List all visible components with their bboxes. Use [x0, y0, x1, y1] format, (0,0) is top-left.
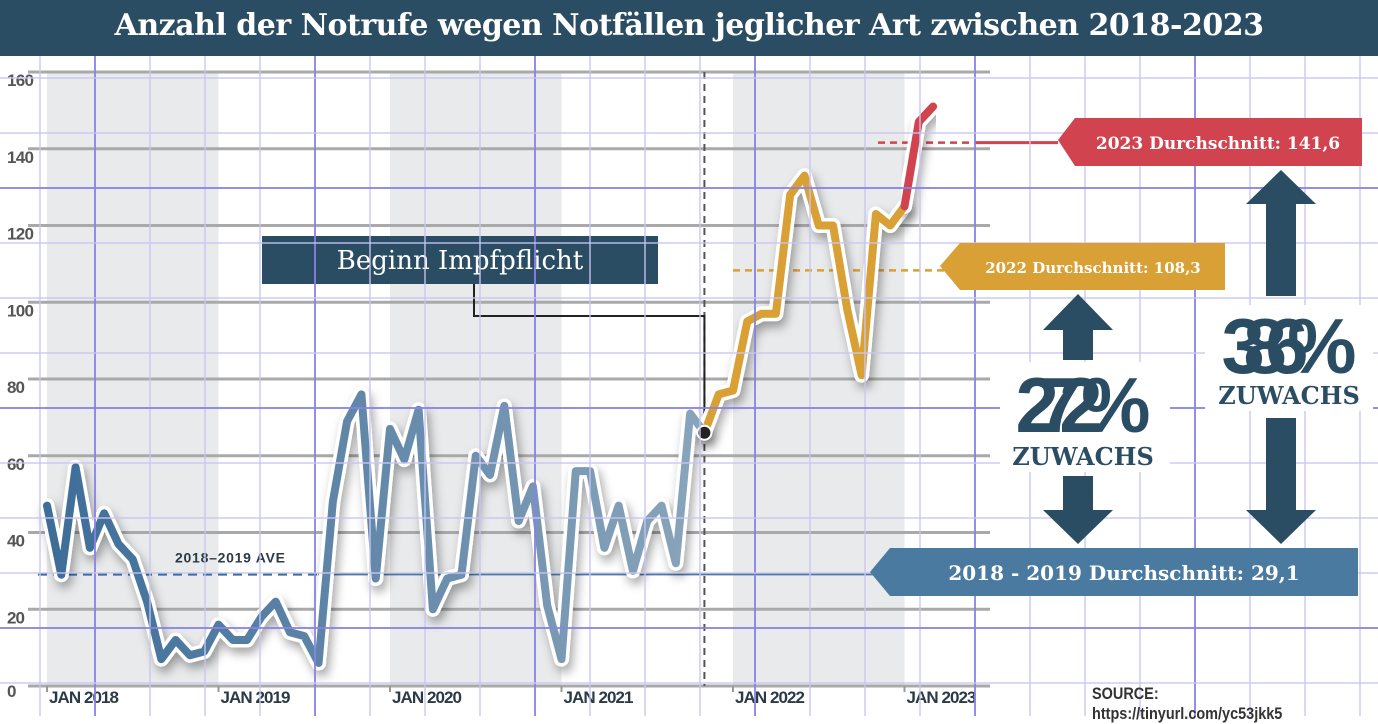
- x-tick-label: JAN 2021: [564, 688, 634, 707]
- y-tick-label: 0: [7, 682, 16, 701]
- reference-label-2018-2019-ave: 2018–2019 AVE: [175, 549, 285, 565]
- y-tick-label: 60: [7, 455, 25, 474]
- label-2023-average: 2023 Durchschnitt: 141,6: [1096, 134, 1340, 154]
- x-tick-label: JAN 2018: [49, 688, 119, 707]
- x-tick-label: JAN 2023: [907, 688, 977, 707]
- arrow-up-icon: [1043, 294, 1113, 360]
- x-tick-label: JAN 2020: [392, 688, 462, 707]
- growth-386-label: ZUWACHS: [1218, 381, 1360, 410]
- growth-272-value: 272%: [1016, 361, 1151, 449]
- arrow-down-icon: [1043, 476, 1113, 544]
- y-tick-label: 100: [7, 301, 34, 320]
- x-tick-label: JAN 2019: [221, 688, 291, 707]
- y-tick-label: 40: [7, 532, 25, 551]
- source-note: SOURCE: https://tinyurl.com/yc53jkk5: [1092, 684, 1335, 724]
- growth-272-label: ZUWACHS: [1012, 442, 1154, 471]
- title-bar: Anzahl der Notrufe wegen Notfällen jegli…: [0, 0, 1378, 56]
- pointer-2023: [1058, 118, 1075, 166]
- pointer-2022: [940, 243, 960, 290]
- y-tick-label: 140: [7, 148, 34, 167]
- chart-title: Anzahl der Notrufe wegen Notfällen jegli…: [0, 8, 1378, 43]
- y-tick-label: 160: [7, 71, 34, 90]
- label-2022-average: 2022 Durchschnitt: 108,3: [985, 259, 1201, 277]
- event-label: Beginn Impfpflicht: [337, 246, 584, 276]
- y-tick-label: 80: [7, 378, 25, 397]
- label-2018-2019-average: 2018 - 2019 Durchschnitt: 29,1: [948, 561, 1299, 585]
- growth-386-value: 386%: [1222, 302, 1357, 390]
- x-tick-label: JAN 2022: [735, 688, 805, 707]
- y-tick-label: 120: [7, 225, 34, 244]
- y-tick-label: 20: [7, 608, 25, 627]
